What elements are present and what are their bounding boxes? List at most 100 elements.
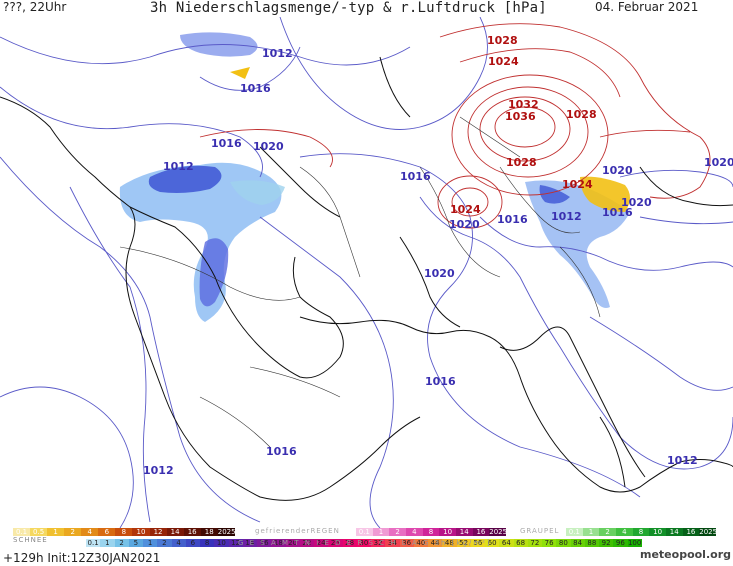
isobar-label: 1020 (602, 164, 633, 177)
graupel-swatch: 2025+ (699, 528, 716, 536)
total-swatch: 92 (599, 539, 614, 547)
total-swatch: 0.1 (86, 539, 101, 547)
total-swatch: 80 (556, 539, 571, 547)
freezing-rain-swatch: 0.1 (356, 528, 373, 536)
legend-total-label: G E S A M T N I E D E R S C H L A G 3h [… (238, 539, 492, 547)
legend-snow-label: SCHNEE (13, 536, 48, 544)
total-swatch: 2 (157, 539, 172, 547)
total-swatch: 22 (299, 539, 314, 547)
isobar-label: 1024 (450, 203, 481, 216)
total-swatch: 56 (470, 539, 485, 547)
isobar-label: 1016 (266, 445, 297, 458)
total-swatch: 52 (456, 539, 471, 547)
graupel-swatch: 8 (632, 528, 650, 536)
legend-total-scale: 0.1 1 2 5 1 2 4 6 8 10 12 14 16 18 20 22 24 26 28 30 32 34 36 4… (86, 539, 642, 547)
total-swatch: 20 (285, 539, 300, 547)
graupel-swatch: 16 (682, 528, 700, 536)
isobar-label: 1012 (551, 210, 582, 223)
snow-swatch: 4 (81, 528, 99, 536)
isobar-label: 1020 (704, 156, 733, 169)
graupel-swatch: 0.1 (566, 528, 583, 536)
total-swatch: 24 (314, 539, 329, 547)
snow-swatch: 10 (132, 528, 150, 536)
total-swatch: 36 (399, 539, 414, 547)
isobar-label: 1028 (506, 156, 537, 169)
legend-freezing-rain-label: gefrierenderREGEN (255, 527, 340, 535)
isobar-label: 1020 (424, 267, 455, 280)
isobar-label: 1016 (602, 206, 633, 219)
freezing-rain-swatch: 1 (372, 528, 390, 536)
isobar-label: 1012 (262, 47, 293, 60)
isobars-low (0, 17, 733, 528)
total-swatch: 4 (171, 539, 186, 547)
total-swatch: 44 (428, 539, 443, 547)
isobar-label: 1020 (253, 140, 284, 153)
precipitation-areas (119, 32, 630, 322)
total-swatch: 10 (214, 539, 229, 547)
total-swatch: 8 (200, 539, 215, 547)
forecast-time: ???, 22Uhr (3, 0, 67, 14)
freezing-rain-swatch: 16 (472, 528, 490, 536)
run-info: +129h Init:12Z30JAN2021 (3, 551, 161, 565)
isobar-label: 1036 (505, 110, 536, 123)
total-swatch: 2 (114, 539, 129, 547)
isobar-label: 1016 (400, 170, 431, 183)
isobar-label: 1032 (508, 98, 539, 111)
isobar-label: 1020 (449, 218, 480, 231)
graupel-swatch: 14 (665, 528, 683, 536)
total-swatch: 16 (257, 539, 272, 547)
pressure-labels: 1012 1016 1016 1020 1012 1016 1020 1016 … (143, 34, 733, 477)
snow-swatch: 2025+ (217, 528, 235, 536)
total-swatch: 100 (627, 539, 642, 547)
freezing-rain-swatch: 2025+ (489, 528, 506, 536)
freezing-rain-swatch: 8 (422, 528, 440, 536)
isobar-label: 1016 (497, 213, 528, 226)
isobars-high (199, 23, 711, 229)
graupel-swatch: 2 (599, 528, 616, 536)
freezing-rain-swatch: 4 (405, 528, 423, 536)
freezing-rain-swatch: 2 (389, 528, 406, 536)
weather-map: 1012 1016 1016 1020 1012 1016 1020 1016 … (0, 17, 733, 528)
graupel-swatch: 1 (582, 528, 600, 536)
total-swatch: 14 (242, 539, 257, 547)
total-swatch: 68 (513, 539, 528, 547)
coastlines (0, 56, 733, 501)
total-swatch: 26 (328, 539, 343, 547)
snow-swatch: 8 (115, 528, 133, 536)
isobar-label: 1012 (667, 454, 698, 467)
isobar-label: 1016 (240, 82, 271, 95)
total-swatch: 64 (499, 539, 514, 547)
snow-swatch: 16 (183, 528, 201, 536)
snow-swatch: 2 (64, 528, 82, 536)
total-swatch: 12 (228, 539, 243, 547)
isobar-label: 1020 (621, 196, 652, 209)
snow-swatch: 12 (149, 528, 167, 536)
legend-graupel-label: GRAUPEL (520, 527, 560, 535)
isobar-label: 1012 (163, 160, 194, 173)
total-swatch: 72 (527, 539, 542, 547)
total-swatch: 6 (185, 539, 200, 547)
forecast-date: 04. Februar 2021 (595, 0, 699, 14)
total-swatch: 96 (613, 539, 628, 547)
freezing-rain-swatch: 14 (455, 528, 473, 536)
total-swatch: 30 (356, 539, 371, 547)
total-swatch: 1 (143, 539, 158, 547)
total-swatch: 34 (385, 539, 400, 547)
isobar-label: 1028 (487, 34, 518, 47)
isobar-label: 1024 (488, 55, 519, 68)
isobar-label: 1028 (566, 108, 597, 121)
snow-swatch: 18 (200, 528, 218, 536)
total-swatch: 40 (413, 539, 428, 547)
snow-swatch: 14 (166, 528, 184, 536)
isobar-label: 1016 (425, 375, 456, 388)
total-swatch: 84 (570, 539, 585, 547)
meteopool-logo[interactable]: meteopool.org (640, 548, 731, 561)
country-borders (119, 116, 601, 448)
graupel-swatch: 10 (649, 528, 666, 536)
total-swatch: 18 (271, 539, 286, 547)
total-swatch: 76 (542, 539, 557, 547)
